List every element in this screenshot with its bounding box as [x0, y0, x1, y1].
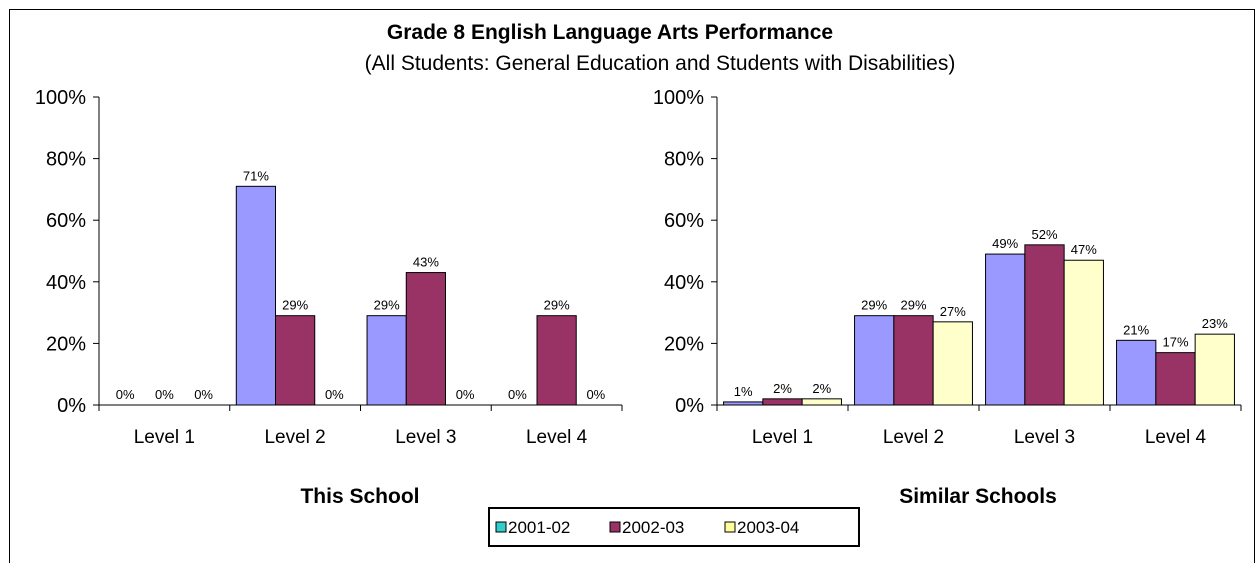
bar-2001-02	[366, 315, 407, 406]
bar-2003-04	[1063, 259, 1104, 406]
data-label: 0%	[194, 387, 213, 402]
bar-2002-03	[893, 315, 934, 406]
data-label: 17%	[1162, 335, 1188, 350]
bar-2003-04	[932, 321, 973, 406]
y-tick-label: 0%	[57, 395, 86, 417]
bar-2002-03	[275, 315, 316, 406]
legend: 2001-02 2002-03 2003-04	[488, 507, 860, 547]
bar-2001-02	[854, 315, 895, 406]
x-tick-label: Level 4	[1145, 427, 1207, 448]
data-label: 29%	[861, 298, 887, 313]
data-label: 0%	[456, 387, 475, 402]
y-tick-label: 40%	[664, 272, 704, 294]
data-label: 47%	[1071, 242, 1097, 257]
bar-2002-03	[1024, 244, 1065, 406]
bar-2003-04	[801, 398, 842, 406]
y-tick-label: 60%	[664, 210, 704, 232]
data-label: 21%	[1123, 322, 1149, 337]
y-tick-label: 20%	[664, 333, 704, 355]
y-tick-label: 20%	[46, 333, 86, 355]
bar-2002-03	[1155, 352, 1196, 406]
y-tick-label: 40%	[46, 272, 86, 294]
data-label: 52%	[1031, 227, 1057, 242]
x-tick-label: Level 4	[526, 427, 588, 448]
data-label: 29%	[900, 298, 926, 313]
x-tick-label: Level 1	[752, 427, 813, 448]
bar-2002-03	[762, 398, 803, 406]
bar-2001-02	[1116, 339, 1157, 406]
data-label: 1%	[734, 384, 753, 399]
bar-2002-03	[405, 272, 446, 406]
data-label: 29%	[544, 298, 570, 313]
data-label: 29%	[282, 298, 308, 313]
y-tick-label: 60%	[46, 210, 86, 232]
bar-2001-02	[985, 253, 1026, 406]
data-label: 49%	[992, 236, 1018, 251]
legend-label: 2001-02	[508, 518, 570, 537]
data-label: 0%	[586, 387, 605, 402]
x-tick-label: Level 3	[1014, 427, 1075, 448]
similar-schools-chart: 0% 20% 40% 60% 80% 100% Level 1 1% 2% 2% Level 2 29…	[653, 87, 1242, 448]
data-label: 0%	[508, 387, 527, 402]
legend-swatch	[609, 521, 621, 533]
legend-label: 2003-04	[737, 518, 799, 537]
data-label: 29%	[374, 298, 400, 313]
chart-subtitle: (All Students: General Education and Stu…	[365, 52, 956, 75]
data-label: 2%	[773, 381, 792, 396]
bar-2003-04	[1194, 333, 1235, 406]
legend-box	[488, 507, 860, 547]
legend-label: 2002-03	[622, 518, 684, 537]
data-label: 0%	[325, 387, 344, 402]
this-school-chart: 0% 20% 40% 60% 80% 100% Level 1 0% 0% 0% Level 2 71…	[35, 87, 623, 448]
bar-2002-03	[536, 315, 577, 406]
data-label: 27%	[940, 304, 966, 319]
y-tick-label: 80%	[46, 149, 86, 171]
x-tick-label: Level 1	[134, 427, 195, 448]
legend-swatch	[724, 521, 736, 533]
similar-schools-label: Similar Schools	[899, 485, 1057, 508]
x-tick-label: Level 2	[883, 427, 944, 448]
this-school-label: This School	[300, 485, 419, 508]
y-tick-label: 100%	[653, 87, 704, 109]
data-label: 23%	[1202, 316, 1228, 331]
legend-swatch	[495, 521, 507, 533]
data-label: 2%	[812, 381, 831, 396]
data-label: 0%	[155, 387, 174, 402]
y-tick-label: 80%	[664, 149, 704, 171]
data-label: 43%	[413, 255, 439, 270]
y-tick-label: 100%	[35, 87, 86, 109]
y-tick-label: 0%	[675, 395, 704, 417]
x-tick-label: Level 2	[264, 427, 325, 448]
data-label: 71%	[243, 168, 269, 183]
data-label: 0%	[116, 387, 135, 402]
bar-2001-02	[235, 185, 277, 406]
x-tick-label: Level 3	[395, 427, 456, 448]
chart-title: Grade 8 English Language Arts Performanc…	[387, 21, 833, 44]
